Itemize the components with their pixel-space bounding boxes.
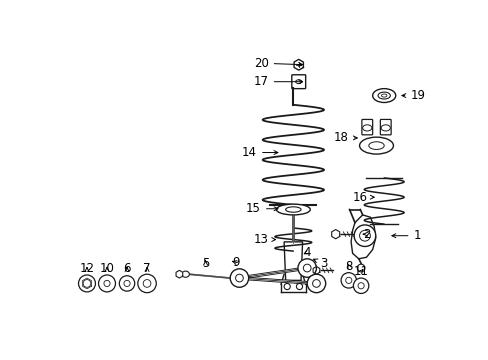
Circle shape — [119, 276, 135, 291]
Text: 13: 13 — [253, 233, 275, 246]
Text: 7: 7 — [143, 262, 150, 275]
Text: 4: 4 — [303, 246, 310, 259]
Ellipse shape — [359, 137, 393, 154]
Ellipse shape — [372, 89, 395, 103]
Polygon shape — [293, 59, 303, 70]
Ellipse shape — [182, 271, 189, 277]
Circle shape — [306, 274, 325, 293]
FancyBboxPatch shape — [291, 75, 305, 89]
Text: 6: 6 — [123, 262, 130, 275]
Circle shape — [357, 264, 364, 272]
Ellipse shape — [377, 92, 389, 99]
Text: 10: 10 — [100, 262, 114, 275]
Text: 20: 20 — [253, 57, 302, 70]
Text: 14: 14 — [242, 146, 277, 159]
Circle shape — [138, 274, 156, 293]
Circle shape — [341, 273, 356, 288]
Circle shape — [79, 275, 95, 292]
Ellipse shape — [276, 204, 310, 215]
Circle shape — [353, 278, 368, 293]
FancyBboxPatch shape — [361, 120, 372, 135]
Text: 5: 5 — [202, 257, 209, 270]
Text: 9: 9 — [231, 256, 239, 269]
Polygon shape — [176, 270, 183, 278]
Text: 18: 18 — [333, 131, 357, 144]
Ellipse shape — [372, 189, 395, 213]
Circle shape — [99, 275, 115, 292]
Circle shape — [353, 225, 375, 247]
Text: 16: 16 — [351, 191, 373, 204]
Polygon shape — [284, 242, 302, 280]
Text: 19: 19 — [401, 89, 425, 102]
Polygon shape — [312, 266, 319, 274]
Circle shape — [230, 269, 248, 287]
Text: 8: 8 — [345, 260, 352, 273]
Text: 15: 15 — [245, 202, 277, 215]
Text: 3: 3 — [313, 257, 327, 270]
Ellipse shape — [380, 125, 389, 131]
Text: 2: 2 — [362, 228, 369, 240]
Polygon shape — [331, 230, 339, 239]
Text: 1: 1 — [391, 229, 420, 242]
Text: 12: 12 — [80, 262, 94, 275]
Circle shape — [297, 259, 316, 277]
Ellipse shape — [362, 125, 371, 131]
Text: 11: 11 — [353, 265, 368, 278]
Text: 17: 17 — [253, 75, 302, 88]
FancyBboxPatch shape — [380, 120, 390, 135]
Polygon shape — [350, 215, 375, 259]
